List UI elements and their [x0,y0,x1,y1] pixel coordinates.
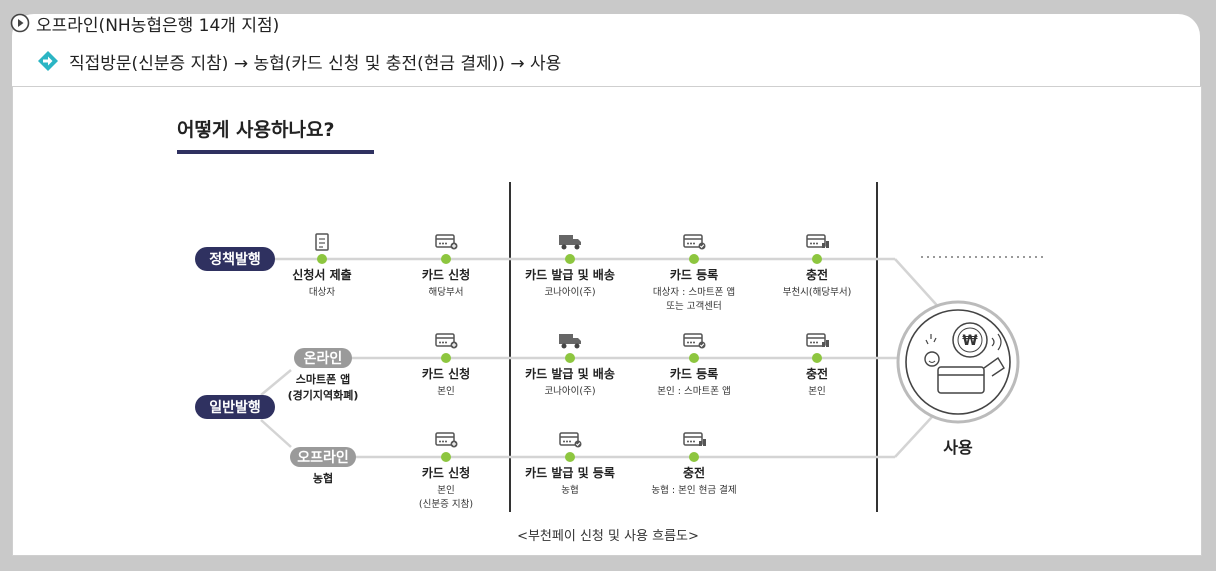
online-node-2 [689,353,699,363]
card-add-icon [435,234,458,250]
policy-step-sub-1-0: 해당부서 [429,286,464,298]
offline-step-sub-2-0: 농협 : 본인 현금 결제 [651,484,736,496]
policy-node-1 [441,254,451,264]
branch-line-online [260,369,292,396]
policy-step-title-4: 충전 [806,267,828,282]
policy-step-sub-3-1: 또는 고객센터 [666,301,721,312]
truck-icon [559,235,581,250]
online-step-title-1: 카드 발급 및 배송 [525,366,615,381]
visit-steps-line: 직접방문(신분증 지참) → 농협(카드 신청 및 충전(현금 결제)) → 사… [37,48,561,74]
policy-step-title-3: 카드 등록 [670,267,718,282]
card-check-icon [683,333,706,349]
use-label: 사용 [943,438,973,457]
policy-step-title-1: 카드 신청 [422,267,470,282]
online-sub-line-2: (경기지역화폐) [288,388,359,402]
policy-node-4 [812,254,822,264]
card-coins-icon [806,234,829,248]
online-node-0 [441,353,451,363]
policy-step-sub-0-0: 대상자 [309,287,335,298]
online-node-1 [565,353,575,363]
policy-step-sub-4-0: 부천시(해당부서) [783,286,852,298]
online-step-title-2: 카드 등록 [670,366,718,381]
offline-node-1 [565,452,575,462]
figure-caption: <부천페이 신청 및 사용 흐름도> [517,529,699,544]
policy-node-0 [317,254,327,264]
use-illustration: ₩ [896,300,1020,424]
offline-step-sub-1-0: 농협 [561,484,578,496]
arrow-diamond-icon [38,51,58,71]
online-badge-shape [294,348,352,368]
policy-step-sub-2-0: 코나아이(주) [544,287,595,298]
card-check-icon [559,432,582,448]
sparkle-icon [925,334,937,345]
offline-step-sub-0-1: (신분증 지참) [419,499,473,510]
policy-step-sub-3-0: 대상자 : 스마트폰 앱 [653,286,735,298]
card-coins-icon [806,333,829,347]
policy-badge-shape [195,247,275,271]
offline-node-2 [689,452,699,462]
card-add-icon [435,432,458,448]
general-badge-shape [195,395,275,419]
online-step-sub-2-0: 본인 : 스마트폰 앱 [657,385,730,397]
online-node-3 [812,353,822,363]
online-step-sub-0-0: 본인 [437,386,454,397]
offline-step-title-0: 카드 신청 [422,465,470,480]
offline-badge-label: 오프라인 [297,449,349,466]
policy-badge-label: 정책발행 [209,251,261,268]
branch-line-offline [260,419,292,448]
online-badge-label: 온라인 [304,350,343,367]
offline-step-sub-0-0: 본인 [437,485,454,496]
document-icon [315,233,329,251]
offline-node-0 [441,452,451,462]
online-step-title-0: 카드 신청 [422,366,470,381]
general-badge-label: 일반발행 [209,399,261,416]
offline-step-title-2: 충전 [683,465,705,480]
card-check-icon [683,234,706,250]
smile-icon [924,351,940,367]
title-underline [177,150,374,154]
online-sub-line-1: 스마트폰 앱 [296,372,350,386]
card-coins-icon [683,432,706,446]
policy-node-2 [565,254,575,264]
policy-node-3 [689,254,699,264]
card-add-icon [435,333,458,349]
online-step-title-3: 충전 [806,366,828,381]
policy-step-title-2: 카드 발급 및 배송 [525,267,615,282]
online-step-sub-1-0: 코나아이(주) [544,386,595,397]
policy-connector [894,258,944,313]
truck-icon [559,334,581,349]
policy-step-title-0: 신청서 제출 [292,267,351,282]
offline-step-title-1: 카드 발급 및 등록 [525,465,615,480]
online-step-sub-3-0: 본인 [808,386,825,397]
play-circle-icon [10,13,30,33]
offline-sub-label: 농협 [313,471,333,485]
offline-badge-shape [290,447,356,467]
won-icon: ₩ [962,333,978,349]
offline-heading-text: 오프라인(NH농협은행 14개 지점) [36,15,280,36]
hand-icon [983,356,1005,377]
offline-section-heading: 오프라인(NH농협은행 14개 지점) [10,10,279,36]
visit-steps-text: 직접방문(신분증 지참) → 농협(카드 신청 및 충전(현금 결제)) → 사… [69,53,562,74]
wallet-card-icon [937,366,985,394]
diagram-title: 어떻게 사용하나요? [177,119,334,141]
